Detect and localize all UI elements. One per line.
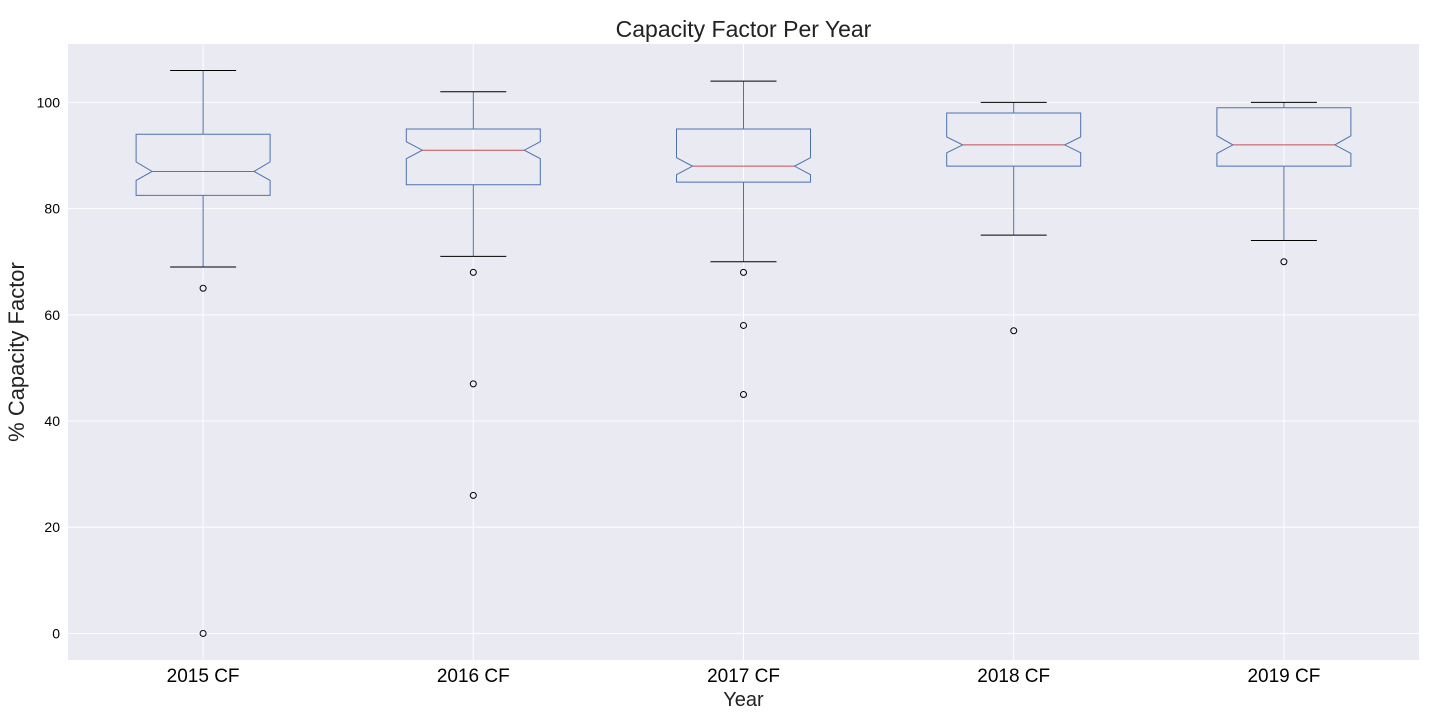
grid-lines xyxy=(68,44,1419,660)
outlier-point xyxy=(740,390,747,398)
notched-box xyxy=(1216,107,1352,167)
y-tick-label: 0 xyxy=(52,625,60,641)
box-group xyxy=(1216,101,1352,266)
x-tick-label: 2016 CF xyxy=(437,666,510,687)
boxes xyxy=(135,70,1352,637)
outlier-point xyxy=(469,268,477,276)
outlier-point xyxy=(199,629,207,637)
x-axis-label: Year xyxy=(723,689,764,711)
y-axis-ticks: 0 20 40 60 80 100 xyxy=(37,94,61,641)
x-tick-label: 2019 CF xyxy=(1247,666,1320,687)
outlier-point xyxy=(469,491,477,499)
outlier-point xyxy=(740,268,747,276)
box-group xyxy=(676,80,811,398)
y-tick-label: 40 xyxy=(44,413,60,429)
outlier-point xyxy=(740,321,747,329)
box-group xyxy=(946,101,1082,335)
notched-box xyxy=(676,128,811,183)
y-tick-label: 60 xyxy=(44,307,60,323)
x-axis-ticks: 2015 CF 2016 CF 2017 CF 2018 CF 2019 CF xyxy=(167,666,1321,687)
y-axis-label: % Capacity Factor xyxy=(4,262,29,442)
y-tick-label: 100 xyxy=(37,94,61,110)
box-group xyxy=(405,91,541,499)
outlier-point xyxy=(469,380,477,388)
outlier-point xyxy=(199,284,207,292)
outlier-point xyxy=(1280,258,1288,266)
x-tick-label: 2017 CF xyxy=(707,666,780,687)
notched-box xyxy=(946,112,1082,167)
y-tick-label: 20 xyxy=(44,519,60,535)
chart-title: Capacity Factor Per Year xyxy=(616,16,872,42)
box-group xyxy=(135,70,271,637)
x-tick-label: 2018 CF xyxy=(977,666,1050,687)
notched-box xyxy=(405,128,541,186)
x-tick-label: 2015 CF xyxy=(167,666,240,687)
outlier-point xyxy=(1010,327,1018,335)
notched-box xyxy=(135,133,271,196)
y-tick-label: 80 xyxy=(44,201,60,217)
